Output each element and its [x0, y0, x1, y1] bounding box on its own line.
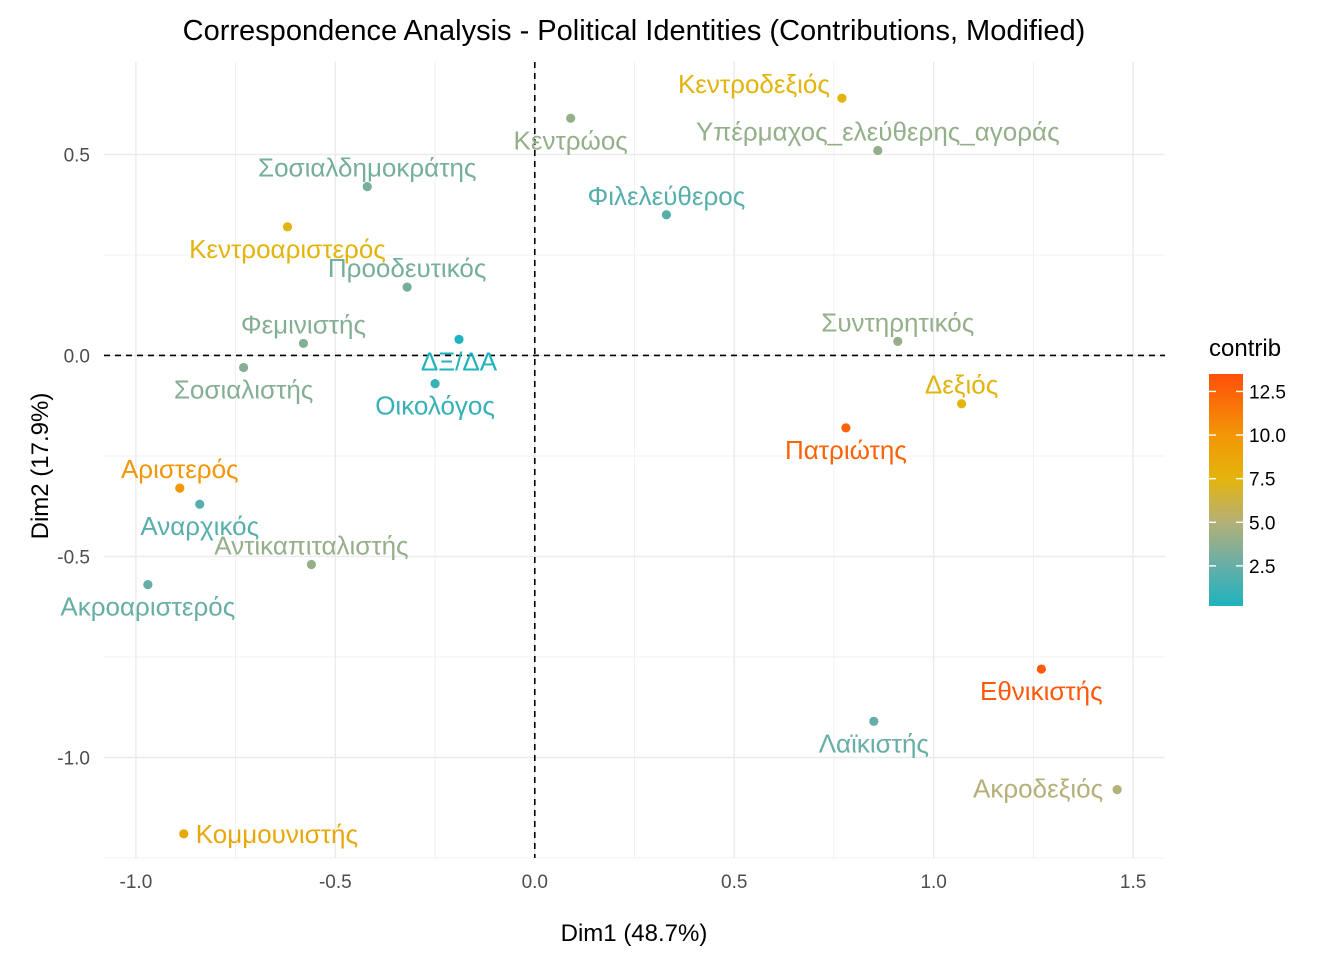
data-point: [362, 182, 372, 192]
legend-tick-label: 7.5: [1249, 470, 1275, 491]
point-label: Αναρχικός: [140, 511, 259, 541]
data-point: [298, 338, 309, 349]
data-point: [566, 113, 576, 123]
point-label: Ακροαριστερός: [60, 592, 235, 622]
x-tick-label: 0.5: [721, 872, 747, 893]
legend-title: contrib: [1209, 335, 1281, 362]
point-label: Σοσιαλιστής: [174, 375, 313, 405]
legend-colorbar: [1209, 374, 1243, 606]
legend-tick-label: 5.0: [1249, 513, 1275, 534]
point-label: Αριστερός: [121, 454, 239, 484]
data-point: [402, 282, 412, 292]
point-label: Πατριώτης: [785, 435, 907, 465]
point-label: Φιλελεύθερος: [588, 181, 746, 211]
point-label: Δεξιός: [925, 370, 998, 400]
point-label: Ακροδεξιός: [973, 774, 1103, 804]
y-tick-label: -1.0: [57, 748, 90, 769]
point-label: Κεντροδεξιός: [678, 69, 830, 99]
data-point: [454, 334, 464, 344]
data-point: [1036, 664, 1046, 674]
x-axis-ticks: -1.0 -0.5 0.0 0.5 1.0 1.5: [120, 872, 1147, 893]
legend-ticks: 2.5 5.0 7.5 10.0 12.5: [1209, 382, 1286, 578]
point-label: Αντικαπιταλιστής: [214, 531, 408, 561]
color-legend: contrib 2.5 5.0 7.5 10.0 12.5: [1209, 335, 1286, 606]
legend-tick-label: 10.0: [1249, 426, 1286, 447]
x-tick-label: 1.0: [920, 872, 946, 893]
point-label: Σοσιαλδημοκράτης: [258, 153, 476, 183]
x-tick-label: 1.5: [1120, 872, 1146, 893]
data-point: [179, 829, 189, 839]
x-tick-label: 0.0: [522, 872, 548, 893]
data-points: [143, 93, 1122, 839]
data-point: [869, 716, 879, 726]
x-tick-label: -0.5: [319, 872, 352, 893]
gridlines: [104, 62, 1165, 859]
data-point: [306, 559, 317, 570]
point-label: Προοδευτικός: [328, 253, 487, 283]
point-label: Οικολόγος: [375, 391, 495, 421]
data-point: [282, 222, 293, 232]
y-tick-label: 0.0: [64, 346, 90, 367]
point-label: ΔΞ/ΔΑ: [421, 346, 498, 376]
point-label: Φεμινιστής: [241, 309, 366, 339]
data-point: [239, 362, 249, 373]
y-axis-label: Dim2 (17.9%): [27, 393, 54, 540]
point-label: Εθνικιστής: [980, 676, 1103, 706]
legend-tick-label: 12.5: [1249, 382, 1286, 403]
point-labels: Κεντροδεξιός Κεντρώος Υπέρμαχος_ελεύθερης_…: [60, 69, 1103, 849]
data-point: [430, 379, 440, 389]
x-axis-label: Dim1 (48.7%): [561, 920, 708, 947]
data-point: [661, 210, 672, 220]
chart-title: Correspondence Analysis - Political Iden…: [183, 15, 1086, 47]
y-axis-ticks: -1.0 -0.5 0.0 0.5: [57, 145, 90, 769]
point-label: Κεντροαριστερός: [189, 234, 386, 264]
y-tick-label: 0.5: [64, 145, 90, 166]
y-tick-label: -0.5: [57, 547, 90, 568]
point-label: Κεντρώος: [514, 125, 628, 155]
point-label: Υπέρμαχος_ελεύθερης_αγοράς: [696, 116, 1060, 146]
data-point: [175, 483, 185, 493]
point-label: Κομμουνιστής: [196, 819, 358, 849]
data-point: [893, 336, 903, 347]
data-point: [837, 93, 847, 103]
point-label: Λαϊκιστής: [819, 728, 929, 758]
x-tick-label: -1.0: [120, 872, 153, 893]
data-point: [841, 423, 851, 433]
data-point: [873, 145, 883, 156]
data-point: [195, 499, 205, 509]
data-point: [143, 580, 153, 590]
data-point: [1112, 785, 1122, 795]
legend-tick-label: 2.5: [1249, 557, 1275, 578]
data-point: [956, 399, 967, 409]
point-label: Συντηρητικός: [821, 307, 974, 337]
reference-lines: [104, 62, 1165, 858]
